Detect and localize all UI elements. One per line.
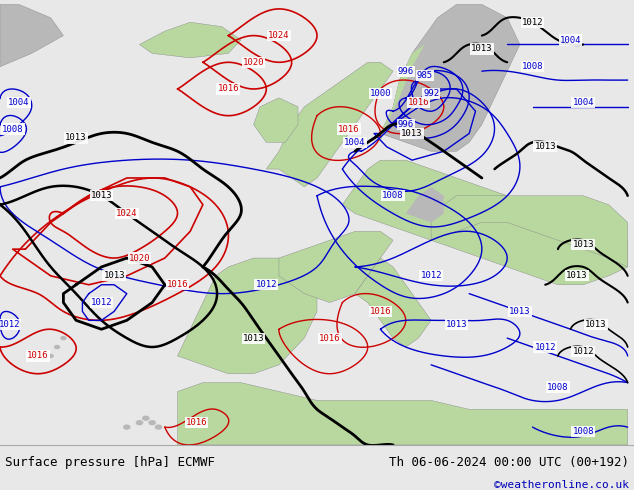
Text: 1016: 1016 [338, 124, 359, 134]
Circle shape [54, 345, 60, 349]
Text: 1020: 1020 [129, 253, 150, 263]
Text: 1012: 1012 [256, 280, 277, 289]
Polygon shape [178, 383, 628, 445]
Text: 996: 996 [398, 120, 414, 129]
Circle shape [123, 424, 131, 430]
Polygon shape [380, 4, 520, 151]
Text: 1024: 1024 [116, 209, 138, 218]
Text: 1024: 1024 [268, 31, 290, 40]
Text: 1012: 1012 [573, 347, 594, 356]
Circle shape [155, 424, 162, 430]
Text: 1012: 1012 [91, 298, 112, 307]
Polygon shape [380, 45, 425, 143]
Text: 1012: 1012 [534, 343, 556, 351]
Text: 1012: 1012 [0, 320, 20, 329]
Text: 1013: 1013 [573, 240, 594, 249]
Text: 1013: 1013 [401, 129, 423, 138]
Text: 1012: 1012 [420, 271, 442, 280]
Text: 1016: 1016 [319, 334, 340, 343]
Text: 1016: 1016 [217, 84, 239, 94]
Text: 1004: 1004 [560, 36, 581, 45]
Text: 1020: 1020 [243, 58, 264, 67]
Text: 1016: 1016 [167, 280, 188, 289]
Text: 1013: 1013 [534, 142, 556, 151]
Text: 985: 985 [417, 71, 433, 80]
Text: 1016: 1016 [27, 351, 49, 361]
Text: ©weatheronline.co.uk: ©weatheronline.co.uk [494, 480, 629, 490]
Text: 1008: 1008 [382, 191, 404, 200]
Polygon shape [266, 62, 393, 187]
Circle shape [60, 336, 67, 341]
Text: 992: 992 [423, 89, 439, 98]
Circle shape [136, 420, 143, 425]
Text: 1008: 1008 [573, 427, 594, 436]
Text: 1016: 1016 [186, 418, 207, 427]
Text: 1013: 1013 [509, 307, 531, 316]
Polygon shape [178, 258, 317, 374]
Polygon shape [406, 187, 444, 222]
Text: 1008: 1008 [2, 124, 23, 134]
Text: 1013: 1013 [566, 271, 588, 280]
Text: 1004: 1004 [8, 98, 30, 107]
Text: 996: 996 [398, 67, 414, 75]
Circle shape [142, 416, 150, 421]
Text: 1004: 1004 [573, 98, 594, 107]
Text: 1013: 1013 [446, 320, 467, 329]
Text: Surface pressure [hPa] ECMWF: Surface pressure [hPa] ECMWF [5, 456, 215, 468]
Text: Th 06-06-2024 00:00 UTC (00+192): Th 06-06-2024 00:00 UTC (00+192) [389, 456, 629, 468]
Polygon shape [0, 4, 63, 67]
Polygon shape [254, 98, 298, 143]
Polygon shape [431, 196, 628, 267]
Polygon shape [139, 22, 241, 58]
Text: 1013: 1013 [91, 191, 112, 200]
Circle shape [148, 420, 156, 425]
Polygon shape [279, 231, 393, 302]
Text: 1013: 1013 [585, 320, 607, 329]
Text: 1000: 1000 [370, 89, 391, 98]
Text: 1013: 1013 [103, 271, 125, 280]
Text: 1013: 1013 [65, 133, 87, 143]
Text: 1016: 1016 [370, 307, 391, 316]
Polygon shape [355, 258, 431, 347]
Polygon shape [342, 160, 628, 285]
Text: 1013: 1013 [471, 45, 493, 53]
Text: 1012: 1012 [522, 18, 543, 27]
Text: 1016: 1016 [408, 98, 429, 107]
Circle shape [48, 354, 54, 358]
Text: 1008: 1008 [522, 62, 543, 71]
Text: 1004: 1004 [344, 138, 366, 147]
Text: 1008: 1008 [547, 383, 569, 392]
Text: 1013: 1013 [243, 334, 264, 343]
